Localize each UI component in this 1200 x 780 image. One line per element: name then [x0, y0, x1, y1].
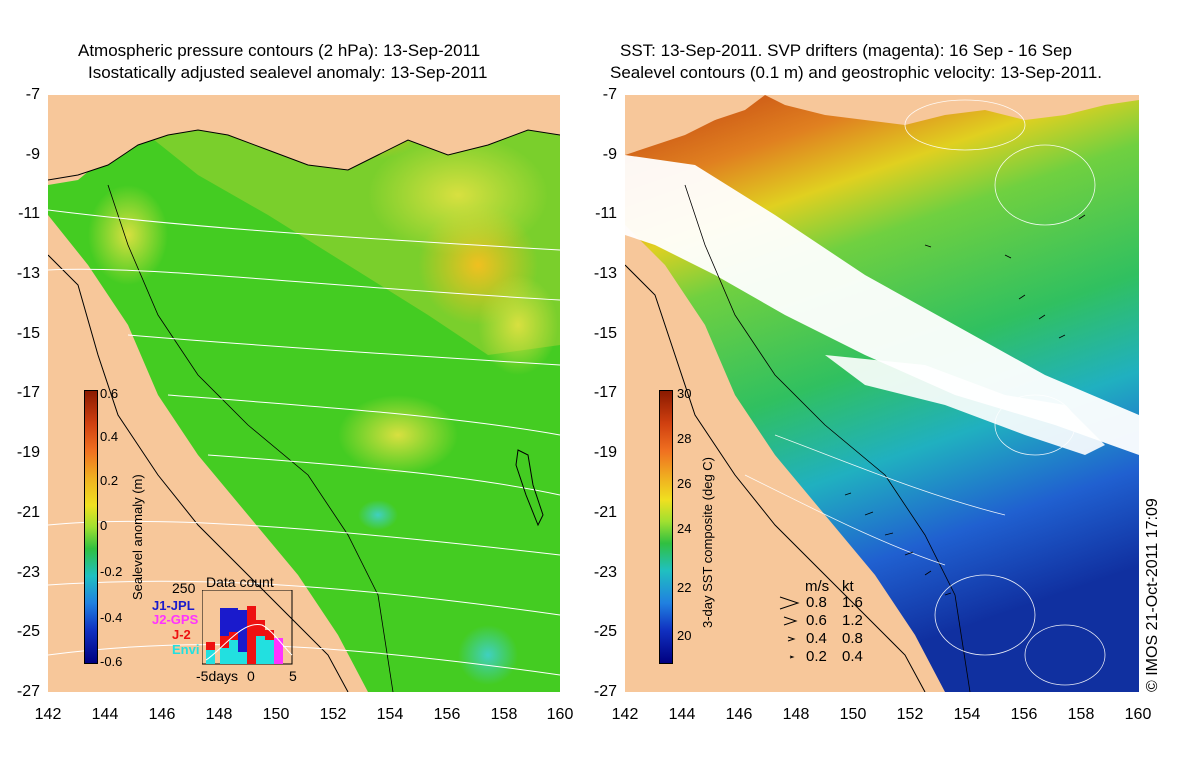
- left-cbar-tick-3: 0: [100, 518, 108, 533]
- right-x-tick-5: 152: [896, 706, 924, 723]
- right-map-svg: [625, 95, 1139, 692]
- velocity-legend-arrows: [779, 596, 800, 659]
- right-y-tick-9: -25: [593, 623, 617, 640]
- left-colorbar-label: Sealevel anomaly (m): [130, 474, 145, 600]
- left-x-tick-2: 146: [148, 706, 176, 723]
- left-y-tick-10: -27: [16, 683, 40, 700]
- left-map-panel: [48, 95, 560, 692]
- new-guinea-land-right: [625, 95, 1139, 125]
- australia-land-right: [625, 265, 925, 692]
- right-y-tick-0: -7: [602, 86, 617, 103]
- left-cbar-tick-2: 0.2: [100, 473, 119, 488]
- data-count-x-tick-1: 0: [247, 668, 255, 684]
- velocity-legend-header-ms: m/s: [805, 578, 830, 595]
- right-x-tick-4: 150: [839, 706, 867, 723]
- data-count-histogram: [202, 590, 293, 665]
- velocity-row-1-ms: 0.6: [806, 612, 827, 629]
- left-x-tick-6: 154: [376, 706, 404, 723]
- new-guinea-land: [48, 95, 560, 180]
- left-cbar-tick-1: 0.4: [100, 429, 119, 444]
- data-count-x-tick-2: 5: [289, 668, 297, 684]
- left-cbar-tick-6: -0.6: [100, 654, 123, 669]
- australia-land: [48, 255, 348, 692]
- right-cbar-tick-2: 26: [677, 476, 692, 491]
- right-map-panel: [625, 95, 1139, 692]
- right-y-tick-1: -9: [602, 146, 617, 163]
- left-y-tick-1: -9: [25, 146, 40, 163]
- right-x-tick-7: 156: [1010, 706, 1038, 723]
- right-cbar-tick-0: 30: [677, 386, 692, 401]
- data-count-title: Data count: [206, 574, 274, 590]
- right-y-tick-4: -15: [593, 325, 617, 342]
- left-title-line2: Isostatically adjusted sealevel anomaly:…: [88, 63, 488, 82]
- data-count-ymax: 250: [172, 580, 196, 596]
- right-x-tick-8: 158: [1067, 706, 1095, 723]
- velocity-row-3-kt: 0.4: [842, 648, 863, 665]
- right-title-line2: Sealevel contours (0.1 m) and geostrophi…: [610, 63, 1103, 82]
- right-title-line1: SST: 13-Sep-2011. SVP drifters (magenta)…: [620, 41, 1073, 60]
- left-y-tick-9: -25: [16, 623, 40, 640]
- left-x-tick-1: 144: [91, 706, 119, 723]
- left-x-tick-3: 148: [205, 706, 233, 723]
- right-cbar-tick-1: 28: [677, 431, 692, 446]
- right-y-tick-7: -21: [593, 504, 617, 521]
- left-cbar-tick-0: 0.6: [100, 386, 119, 401]
- left-cbar-tick-5: -0.4: [100, 610, 123, 625]
- left-cbar-tick-4: -0.2: [100, 564, 123, 579]
- velocity-row-0-kt: 1.6: [842, 594, 863, 611]
- left-x-tick-8: 158: [490, 706, 518, 723]
- velocity-row-1-kt: 1.2: [842, 612, 863, 629]
- velocity-legend-header-kt: kt: [842, 578, 854, 595]
- sat-label-j2-gps: J2-GPS: [152, 612, 199, 627]
- left-y-tick-6: -19: [16, 444, 40, 461]
- data-count-x-tick-0: -5days: [196, 668, 239, 684]
- right-x-tick-9: 160: [1124, 706, 1152, 723]
- sat-label-j-2: J-2: [172, 627, 191, 642]
- sat-label-j1-jpl: J1-JPL: [152, 598, 195, 613]
- velocity-row-2-ms: 0.4: [806, 630, 827, 647]
- right-y-tick-2: -11: [595, 205, 617, 222]
- cloud-mask: [625, 155, 1139, 455]
- left-y-tick-3: -13: [16, 265, 40, 282]
- left-y-tick-2: -11: [18, 205, 40, 222]
- right-x-tick-0: 142: [611, 706, 639, 723]
- right-colorbar: [659, 390, 673, 664]
- velocity-row-3-ms: 0.2: [806, 648, 827, 665]
- left-y-tick-5: -17: [16, 384, 40, 401]
- left-x-tick-9: 160: [546, 706, 574, 723]
- right-y-tick-5: -17: [593, 384, 617, 401]
- copyright-stamp: © IMOS 21-Oct-2011 17:09: [1144, 498, 1161, 692]
- left-map-svg: [48, 95, 560, 692]
- left-y-tick-8: -23: [16, 564, 40, 581]
- left-title-line1: Atmospheric pressure contours (2 hPa): 1…: [78, 41, 481, 60]
- sat-label-envi: Envi: [172, 642, 200, 657]
- velocity-row-0-ms: 0.8: [806, 594, 827, 611]
- left-y-tick-4: -15: [16, 325, 40, 342]
- right-colorbar-label: 3-day SST composite (deg C): [700, 457, 715, 628]
- right-x-tick-1: 144: [668, 706, 696, 723]
- right-y-tick-10: -27: [593, 683, 617, 700]
- left-y-tick-7: -21: [16, 504, 40, 521]
- left-x-tick-4: 150: [262, 706, 290, 723]
- left-x-tick-7: 156: [433, 706, 461, 723]
- right-x-tick-3: 148: [782, 706, 810, 723]
- right-y-tick-8: -23: [593, 564, 617, 581]
- left-x-tick-5: 152: [319, 706, 347, 723]
- velocity-row-2-kt: 0.8: [842, 630, 863, 647]
- left-y-tick-0: -7: [25, 86, 40, 103]
- left-colorbar: [84, 390, 98, 664]
- right-x-tick-6: 154: [953, 706, 981, 723]
- right-cbar-tick-4: 22: [677, 580, 692, 595]
- right-cbar-tick-3: 24: [677, 521, 692, 536]
- right-y-tick-6: -19: [593, 444, 617, 461]
- left-x-tick-0: 142: [34, 706, 62, 723]
- right-x-tick-2: 146: [725, 706, 753, 723]
- right-y-tick-3: -13: [593, 265, 617, 282]
- right-cbar-tick-5: 20: [677, 628, 692, 643]
